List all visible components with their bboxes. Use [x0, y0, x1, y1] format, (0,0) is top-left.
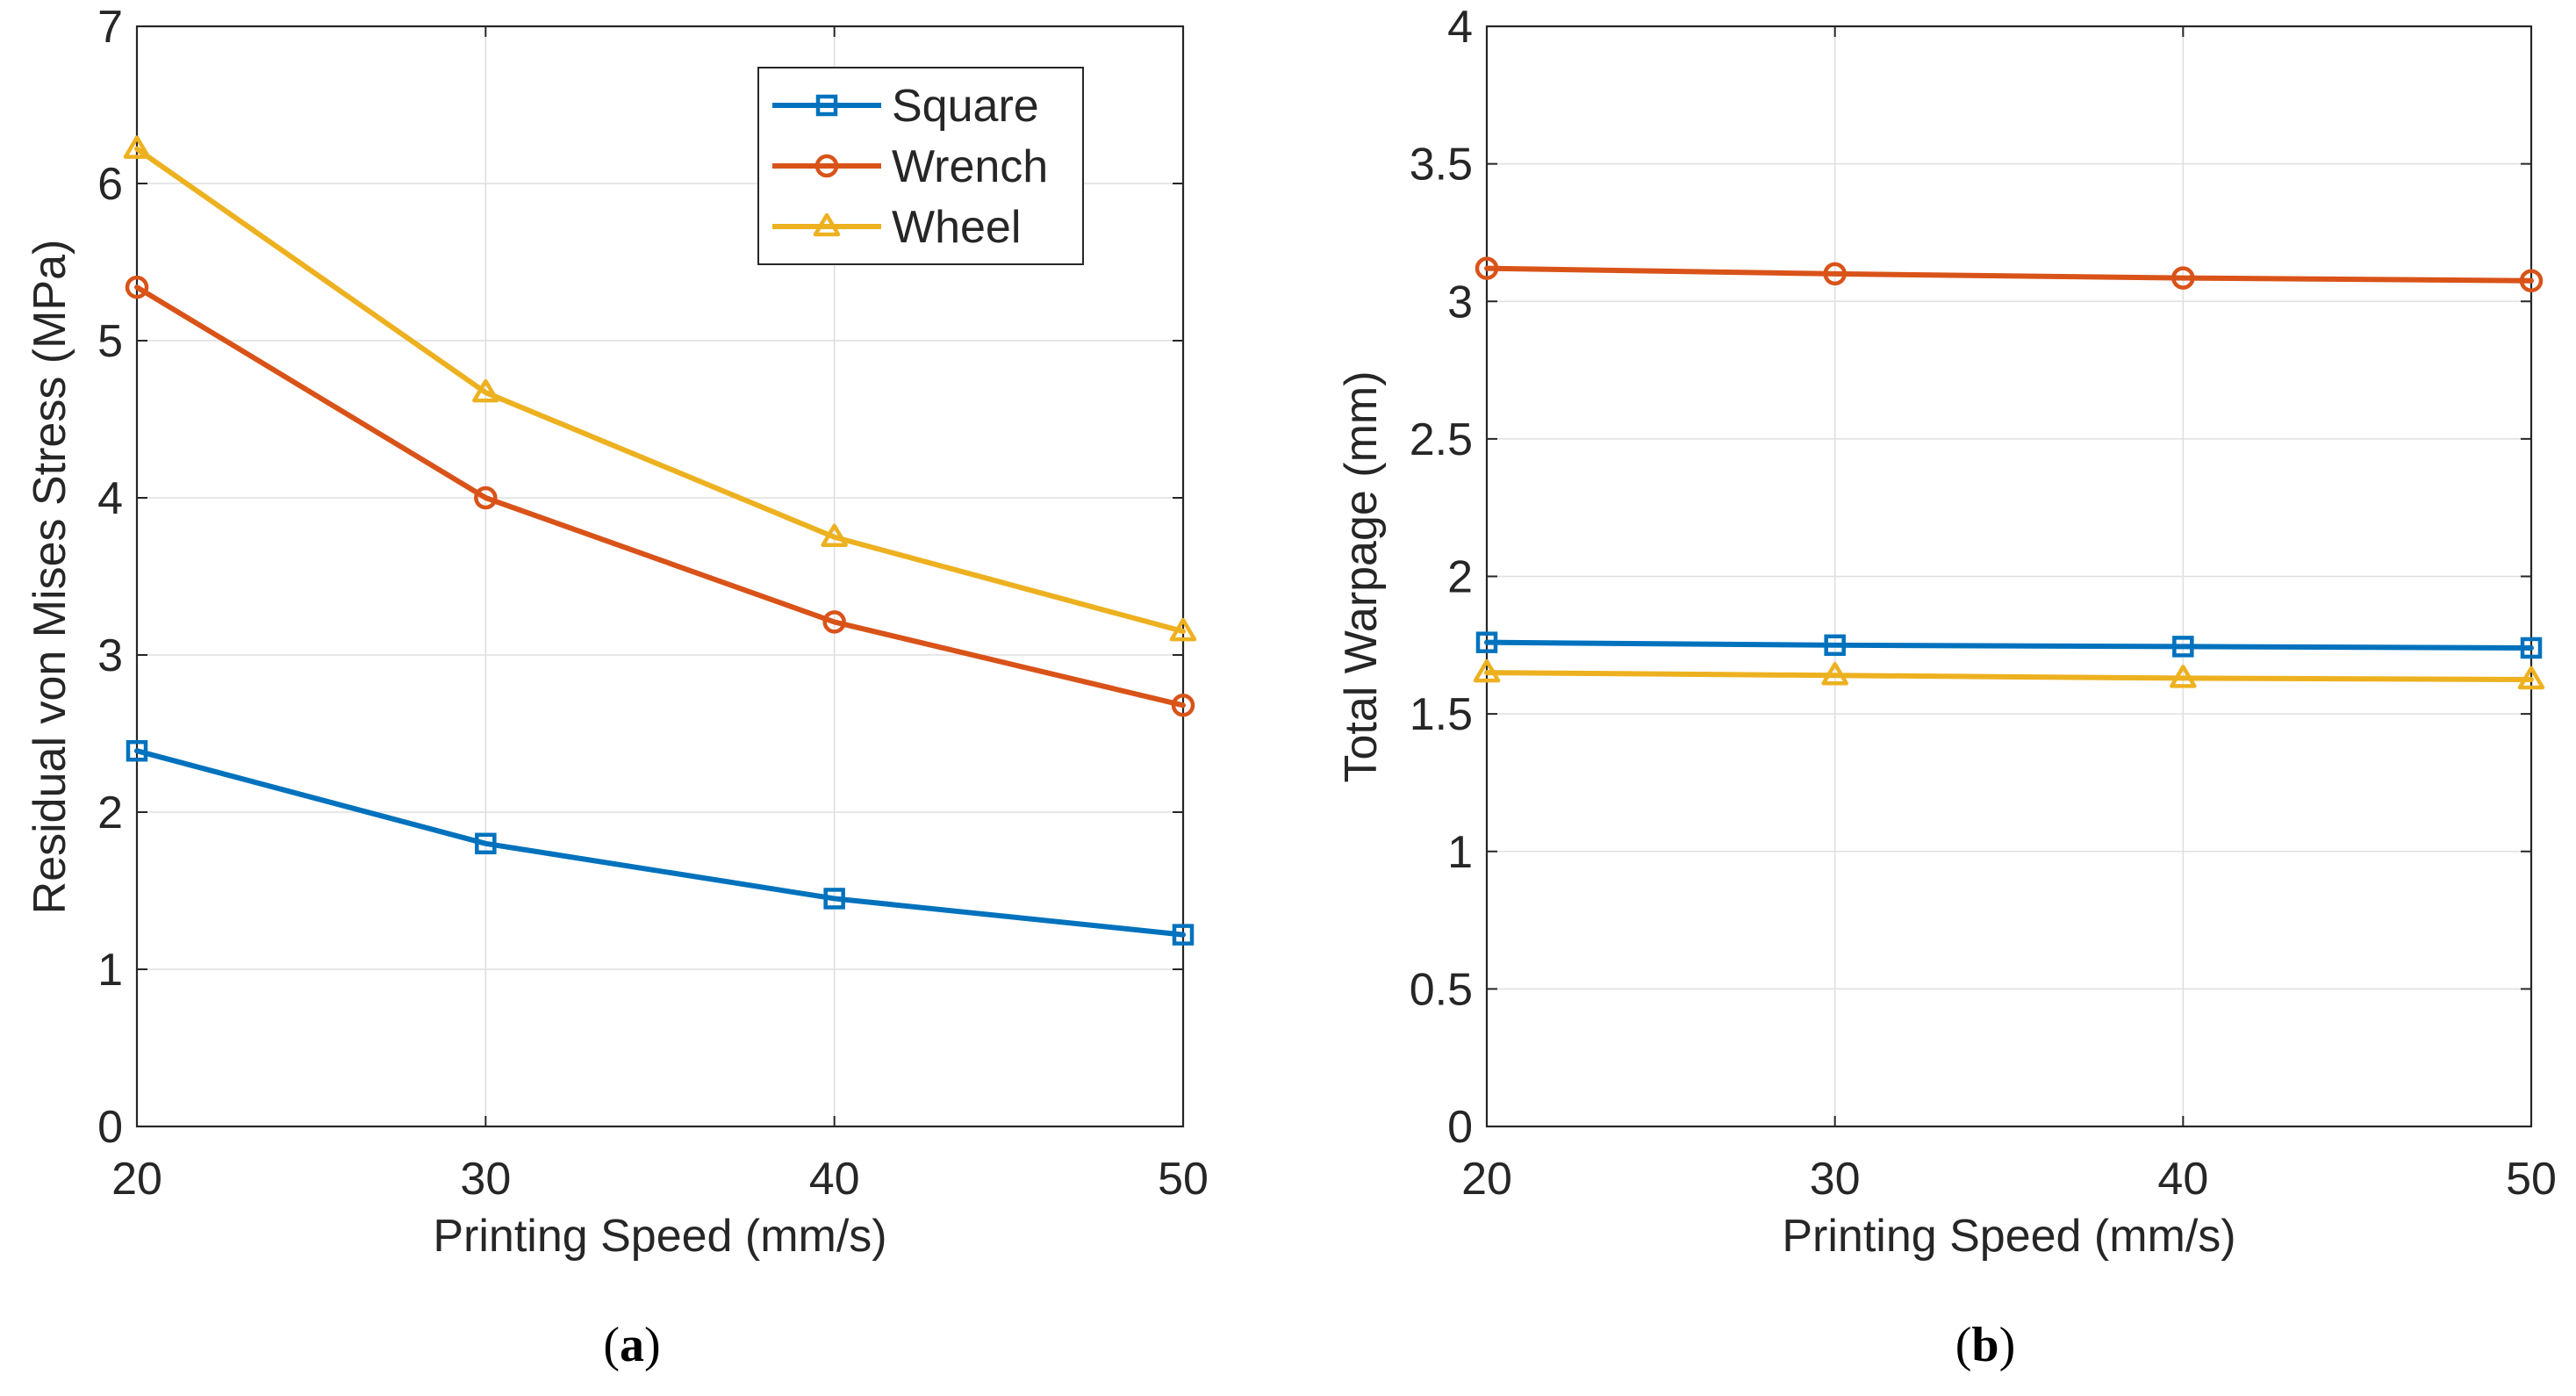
panel-b: 20 30 40 50 0 0.5 1 1.5 2 2.5 3 3.5 4 Printing Speed…	[1336, 2, 2557, 1372]
panel-b-ytick-label: 2.5	[1410, 414, 1473, 465]
panel-a-ytick-label: 7	[97, 2, 123, 53]
panel-a-series	[123, 135, 1197, 946]
panel-a: 20 30 40 50 0 1 2 3 4 5 6 7 Printing Speed (mm/s) R…	[25, 2, 1209, 1372]
panel-b-ticks: 20 30 40 50 0 0.5 1 1.5 2 2.5 3 3.5 4	[1410, 2, 2557, 1205]
panel-a-point-wheel	[1169, 617, 1197, 642]
panel-a-xlabel: Printing Speed (mm/s)	[433, 1211, 886, 1262]
panel-a-ytick-label: 2	[97, 788, 123, 838]
legend-label-wrench: Wrench	[892, 141, 1048, 192]
panel-b-point-wheel	[2517, 666, 2545, 690]
panel-b-xlabel: Printing Speed (mm/s)	[1782, 1211, 2235, 1262]
panel-b-point-wrench	[2171, 266, 2195, 290]
panel-a-xtick-label: 30	[460, 1154, 511, 1205]
panel-b-ytick-label: 1	[1447, 827, 1473, 878]
panel-a-xtick-label: 50	[1158, 1154, 1209, 1205]
panel-b-label-letter: b	[1971, 1318, 1998, 1372]
legend-label-wheel: Wheel	[892, 202, 1021, 253]
legend-label-square: Square	[892, 81, 1039, 132]
panel-a-ytick-label: 0	[97, 1102, 123, 1153]
panel-b-point-wheel	[1473, 658, 1501, 683]
panel-a-point-wheel	[472, 378, 499, 403]
legend-marker-wheel	[813, 212, 841, 237]
legend-marker-wrench	[814, 154, 839, 178]
panel-b-grid	[1486, 25, 2532, 1127]
panel-b-ytick-label: 4	[1447, 2, 1473, 53]
panel-a-legend: Square Wrench Wheel	[757, 67, 1084, 265]
panel-a-point-wheel	[123, 135, 151, 159]
panel-b-point-wheel	[2170, 665, 2197, 688]
panel-a-ytick-label: 5	[97, 316, 123, 367]
panel-b-point-wrench	[1823, 262, 1847, 286]
panel-b-label: (b)	[1955, 1318, 2015, 1372]
legend-entry-wheel: Wheel	[772, 202, 1021, 253]
panel-b-ytick-label: 0.5	[1410, 964, 1473, 1015]
panel-a-label: (a)	[603, 1318, 660, 1372]
panel-b-series	[1473, 256, 2545, 690]
panel-b-point-wrench	[1475, 256, 1499, 280]
panel-a-xtick-label: 40	[809, 1154, 860, 1205]
panel-b-point-wheel	[1821, 662, 1848, 686]
panel-a-xtick-label: 20	[111, 1154, 162, 1205]
panel-b-series-line-wheel	[1484, 670, 2534, 682]
panel-a-series-line-wrench	[134, 284, 1186, 709]
legend-entry-wrench: Wrench	[772, 141, 1048, 192]
panel-b-ytick-label: 1.5	[1410, 689, 1473, 740]
panel-b-point-square	[2520, 637, 2543, 659]
panel-a-point-wrench	[125, 275, 149, 299]
panel-b-series-line-square	[1484, 639, 2534, 651]
panel-b-xtick-label: 40	[2157, 1154, 2208, 1205]
panel-a-point-wheel	[821, 523, 848, 547]
panel-b-xtick-label: 30	[1810, 1154, 1861, 1205]
panel-a-point-wrench	[1171, 694, 1195, 717]
panel-b-point-wrench	[2519, 269, 2544, 293]
panel-b-ytick-label: 3	[1447, 277, 1473, 327]
panel-a-ticks: 20 30 40 50 0 1 2 3 4 5 6 7	[97, 2, 1209, 1205]
panel-a-ytick-label: 4	[97, 473, 123, 524]
panel-a-point-wrench	[822, 610, 846, 634]
panel-a-point-square	[823, 888, 845, 910]
panel-b-point-square	[1824, 634, 1846, 657]
panel-a-series-line-wheel	[134, 146, 1186, 635]
panel-a-point-square	[126, 739, 148, 762]
panel-a-ylabel: Residual von Mises Stress (MPa)	[25, 240, 75, 915]
panel-b-ylabel: Total Warpage (mm)	[1336, 371, 1387, 782]
panel-a-point-square	[1172, 924, 1195, 946]
panel-a-point-wrench	[474, 486, 498, 510]
panel-a-ytick-label: 6	[97, 159, 123, 210]
panel-b-ytick-label: 3.5	[1410, 140, 1473, 191]
panel-a-series-line-square	[134, 748, 1186, 938]
panel-a-point-square	[475, 832, 497, 855]
panel-b-xtick-label: 50	[2506, 1154, 2557, 1205]
panel-a-axes-frame	[135, 25, 1185, 1128]
panel-b-ytick-label: 0	[1447, 1102, 1473, 1153]
legend-entry-square: Square	[772, 81, 1039, 132]
panel-b-series-line-wrench	[1484, 265, 2534, 284]
panel-b-ytick-label: 2	[1447, 552, 1473, 603]
panel-b-point-square	[2172, 636, 2194, 658]
panel-a-ytick-label: 1	[97, 945, 123, 996]
legend-marker-square	[815, 94, 838, 117]
panel-b-xtick-label: 20	[1461, 1154, 1512, 1205]
panel-a-label-letter: a	[620, 1318, 644, 1372]
panel-a-ytick-label: 3	[97, 630, 123, 681]
panel-b-point-square	[1475, 631, 1498, 653]
